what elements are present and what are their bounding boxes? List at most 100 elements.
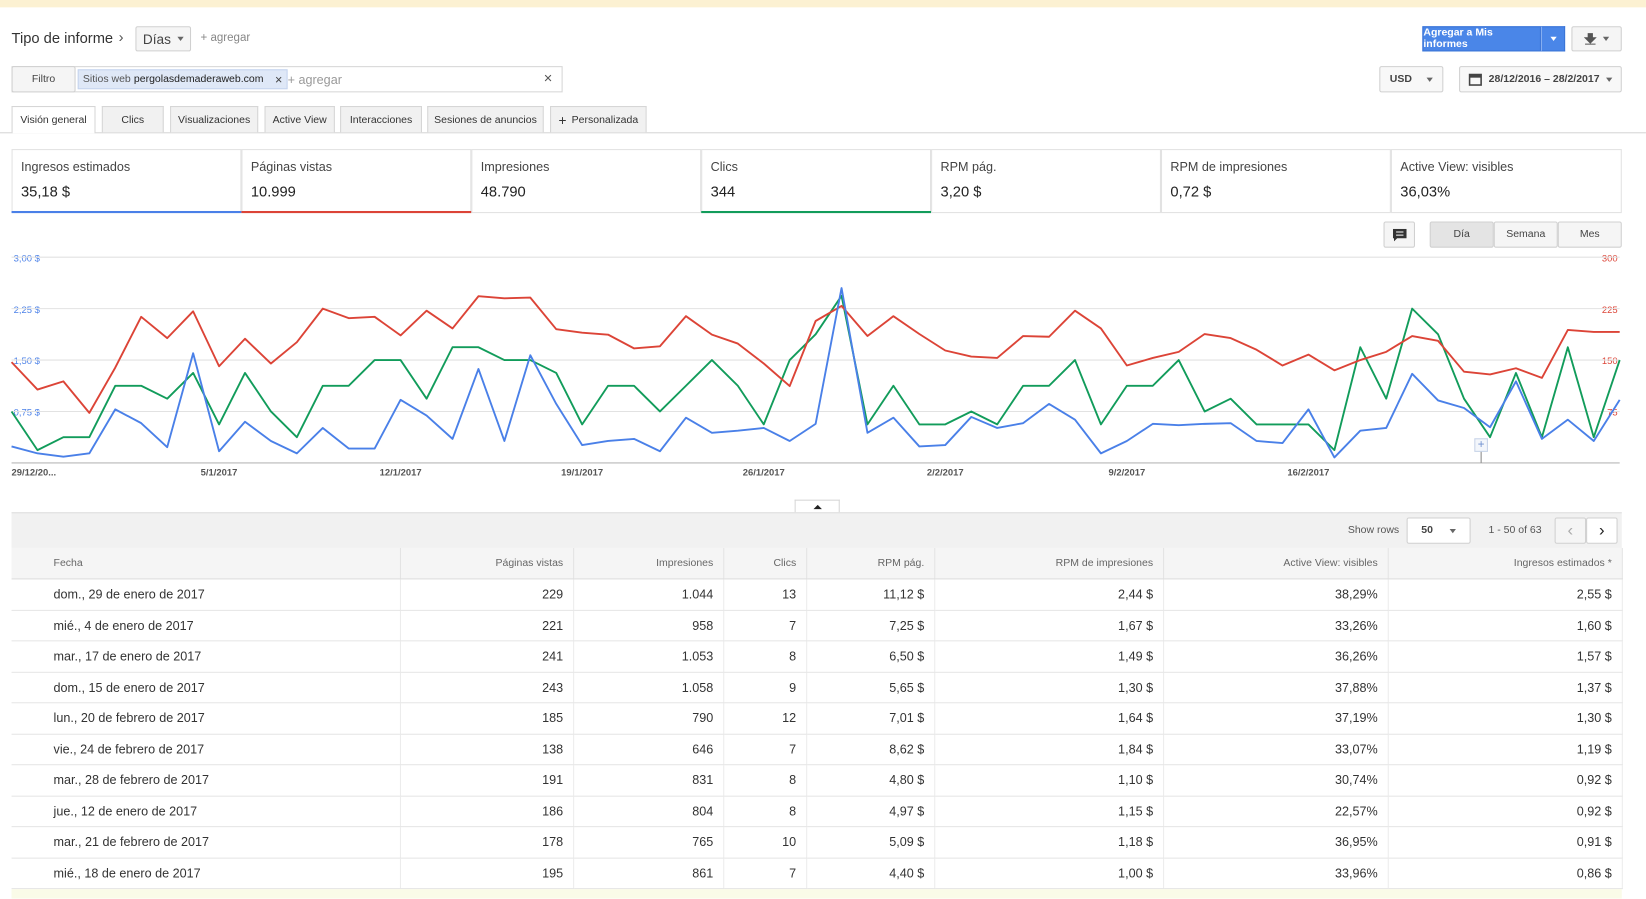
next-page[interactable]: › — [1586, 517, 1618, 544]
table-cell: 5,09 $ — [806, 826, 935, 859]
table-cell: 229 — [399, 578, 574, 611]
series-line — [11, 287, 1621, 459]
table-cell: 138 — [399, 733, 574, 766]
table-cell: 36,26% — [1163, 640, 1389, 673]
tabs-baseline — [0, 132, 1646, 134]
table-cell: 1.053 — [573, 640, 724, 673]
table-cell: 30,74% — [1163, 764, 1389, 797]
tab[interactable]: Interacciones — [340, 106, 422, 133]
table-row: dom., 29 de enero de 2017 229 1.044 13 11,12… — [11, 578, 1623, 611]
metric-card[interactable]: Clics 344 — [701, 149, 932, 214]
metric-card[interactable]: RPM pág. 3,20 $ — [931, 149, 1161, 214]
tab-label: Personalizada — [571, 113, 639, 126]
header-row: Fecha Páginas vistas Impresiones Clics RPM p… — [11, 547, 1623, 580]
tab[interactable]: Active View — [264, 106, 335, 133]
metric-label: Impresiones — [480, 159, 550, 175]
granularity-button[interactable]: Día — [1429, 221, 1494, 248]
table-cell: 10 — [723, 826, 807, 859]
table-cell: 11,12 $ — [806, 578, 935, 611]
clear-filter[interactable]: × — [543, 69, 553, 87]
column-header[interactable]: Páginas vistas — [399, 547, 574, 580]
add-report-button[interactable]: Agregar a Mis informes — [1422, 26, 1541, 52]
comment-icon — [1392, 228, 1407, 241]
granularity-button[interactable]: Mes — [1557, 221, 1622, 248]
table-cell: 1,30 $ — [1387, 702, 1623, 735]
add-report-menu[interactable] — [1540, 26, 1566, 52]
table-cell: 33,26% — [1163, 609, 1389, 642]
add-dimension[interactable]: + agregar — [200, 31, 251, 45]
table-cell: 4,40 $ — [806, 857, 935, 890]
tab[interactable]: Visualizaciones — [170, 106, 259, 133]
column-header[interactable]: RPM pág. — [806, 547, 935, 580]
granularity-button[interactable]: Semana — [1493, 221, 1558, 248]
date-range-dropdown[interactable]: 28/12/2016 – 28/2/2017 — [1459, 66, 1622, 93]
column-header[interactable]: Fecha — [11, 547, 401, 580]
table-cell: 8 — [723, 640, 807, 673]
table-cell: 1,60 $ — [1387, 609, 1623, 642]
tab[interactable]: Sesiones de anuncios — [427, 106, 544, 133]
table-cell: 1.058 — [573, 671, 724, 704]
table-cell: 1,30 $ — [934, 671, 1164, 704]
rows-per-page-dropdown[interactable]: 50 — [1406, 517, 1471, 544]
filter-button[interactable]: Filtro — [11, 66, 76, 93]
x-tick-label: 16/2/2017 — [1287, 468, 1329, 479]
column-header[interactable]: Ingresos estimados * — [1387, 547, 1623, 580]
annotation-button[interactable] — [1383, 221, 1415, 248]
table-cell: 765 — [573, 826, 724, 859]
metric-label: Ingresos estimados — [20, 159, 131, 175]
tab[interactable]: Clics — [101, 106, 164, 133]
y-tick-label: 3,00 $ — [14, 253, 41, 264]
table-row: jue., 12 de enero de 2017 186 804 8 4,97 $1,… — [11, 795, 1623, 828]
table-cell: 2,55 $ — [1387, 578, 1623, 611]
metric-value: 344 — [710, 182, 736, 200]
table-cell: 4,80 $ — [806, 764, 935, 797]
page-range: 1 - 50 of 63 — [1488, 524, 1542, 537]
download-button[interactable] — [1571, 26, 1622, 52]
y2-tick-label: 225 — [1602, 305, 1618, 316]
filter-chip[interactable]: Sitios web pergolasdemaderaweb.com × — [77, 69, 288, 90]
chip-remove[interactable]: × — [275, 71, 283, 87]
dimension-dropdown[interactable]: Días — [135, 26, 192, 52]
rows-per-page: 50 — [1421, 524, 1433, 537]
metric-label: Clics — [710, 159, 738, 175]
table-row: dom., 15 de enero de 2017 243 1.058 9 5,65 $… — [11, 671, 1623, 704]
y-tick-label: 0,75 $ — [14, 408, 41, 419]
table-cell: 191 — [399, 764, 574, 797]
table-cell: 12 — [723, 702, 807, 735]
add-annotation-marker[interactable] — [1474, 438, 1488, 452]
table-cell: 4,97 $ — [806, 795, 935, 828]
metric-card[interactable]: Active View: visibles 36,03% — [1390, 149, 1622, 214]
table-row: mar., 28 de febrero de 2017 191 831 8 4,80 $… — [11, 764, 1623, 797]
download-icon — [1583, 33, 1597, 45]
prev-page[interactable]: ‹ — [1554, 517, 1587, 544]
y-tick-label: 1,50 $ — [14, 356, 41, 367]
collapse-arrow — [812, 504, 822, 509]
column-header[interactable]: Impresiones — [573, 547, 724, 580]
table-cell: 7 — [723, 733, 807, 766]
column-header[interactable]: RPM de impresiones — [934, 547, 1164, 580]
x-tick-label: 19/1/2017 — [561, 468, 603, 479]
currency-dropdown[interactable]: USD — [1379, 66, 1444, 93]
column-header[interactable]: Active View: visibles — [1163, 547, 1389, 580]
table-cell: 646 — [573, 733, 724, 766]
tab[interactable]: Visión general — [11, 106, 96, 134]
metric-card[interactable]: Impresiones 48.790 — [471, 149, 702, 214]
table-cell: vie., 24 de febrero de 2017 — [11, 733, 401, 766]
table-row: mié., 4 de enero de 2017 221 958 7 7,25 $1,6… — [11, 609, 1623, 642]
table-cell: 1,37 $ — [1387, 671, 1623, 704]
series-line — [10, 295, 1620, 414]
table-cell: 5,65 $ — [806, 671, 935, 704]
tab[interactable]: + Personalizada — [550, 106, 647, 133]
column-header[interactable]: Clics — [723, 547, 807, 580]
y2-tick-label: 300 — [1602, 253, 1618, 264]
collapse-chart-button[interactable] — [794, 499, 840, 513]
metric-card[interactable]: RPM de impresiones 0,72 $ — [1160, 149, 1391, 214]
table-cell: 861 — [573, 857, 724, 890]
table-cell: 6,50 $ — [806, 640, 935, 673]
table-cell: dom., 15 de enero de 2017 — [11, 671, 401, 704]
add-filter[interactable]: + agregar — [287, 72, 342, 88]
metric-card[interactable]: Páginas vistas 10.999 — [241, 149, 472, 214]
x-tick-label: 12/1/2017 — [380, 468, 422, 479]
metric-card[interactable]: Ingresos estimados 35,18 $ — [11, 149, 242, 214]
